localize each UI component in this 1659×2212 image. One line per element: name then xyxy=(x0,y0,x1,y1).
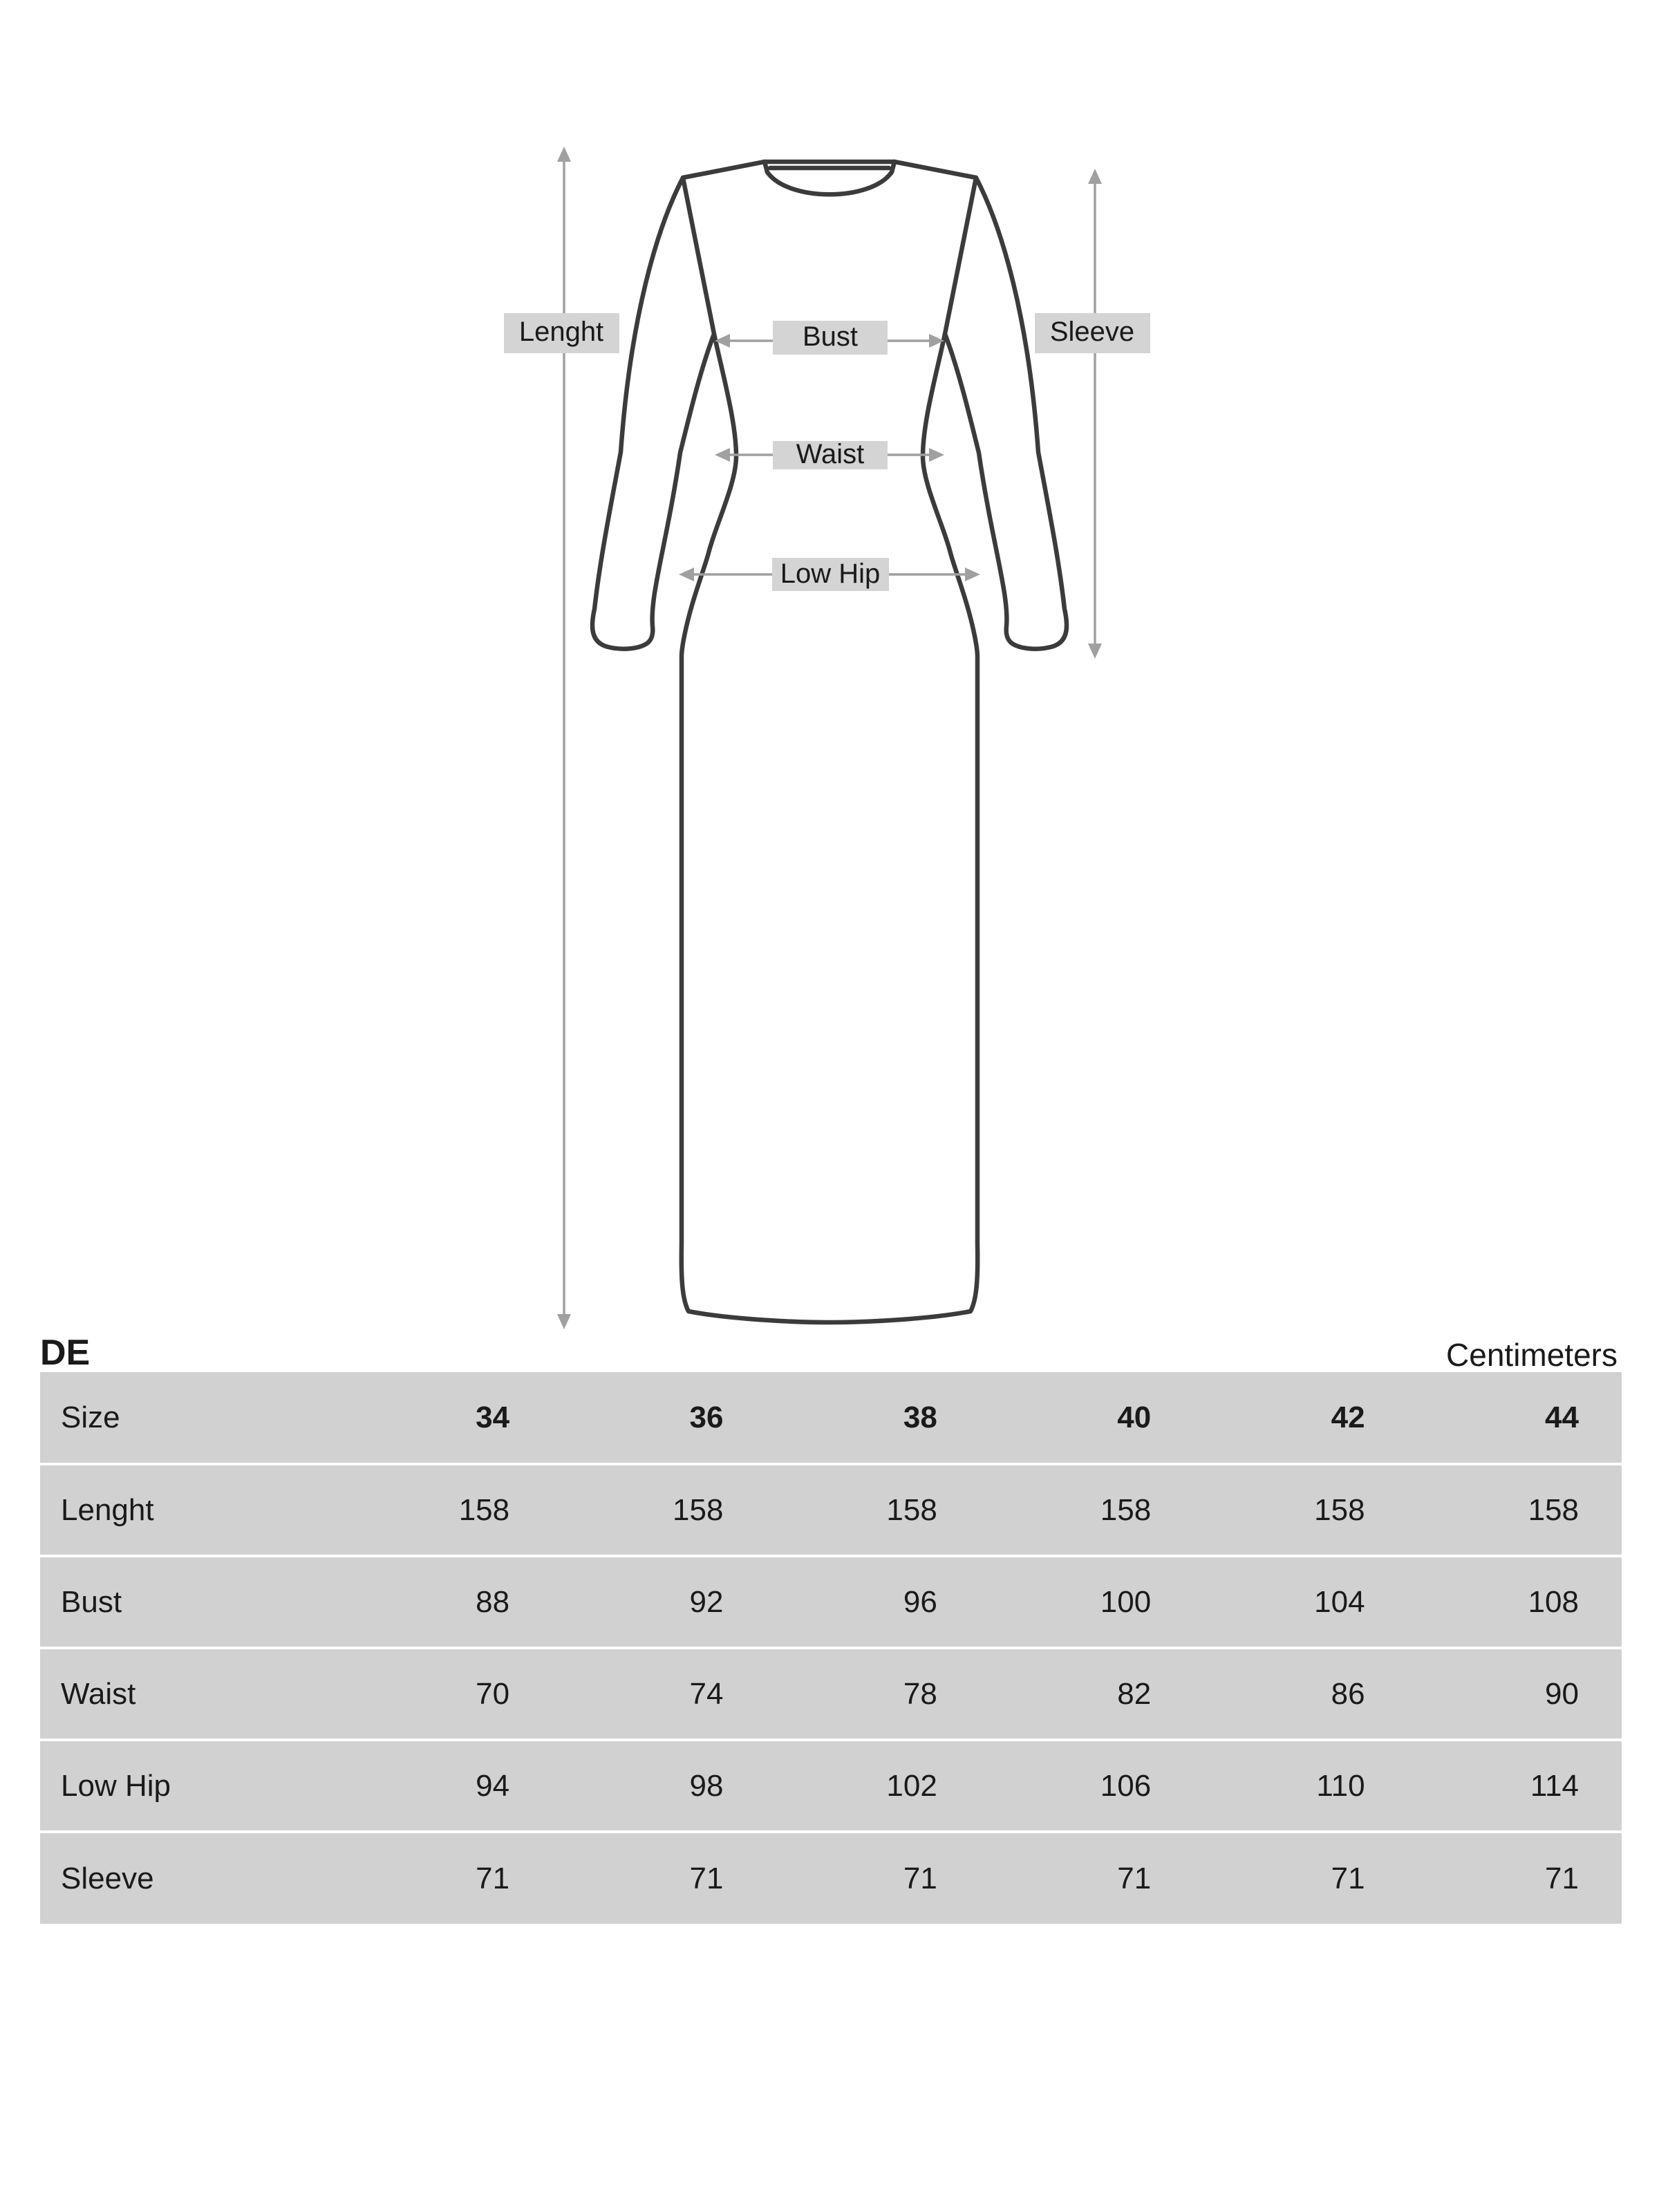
svg-text:Bust: Bust xyxy=(803,321,858,352)
svg-text:Sleeve: Sleeve xyxy=(1050,317,1134,347)
svg-text:Lenght: Lenght xyxy=(519,317,603,347)
svg-text:Low Hip: Low Hip xyxy=(780,559,881,589)
svg-text:Waist: Waist xyxy=(796,439,865,469)
